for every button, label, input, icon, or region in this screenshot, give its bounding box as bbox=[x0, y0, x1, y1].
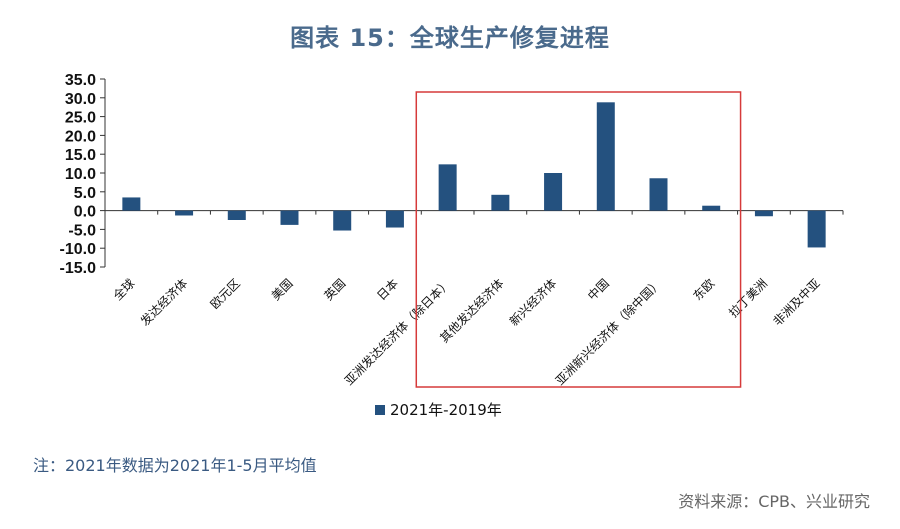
y-tick-label: 15.0 bbox=[65, 147, 96, 164]
bar bbox=[280, 210, 299, 225]
x-tick-label: 东欧 bbox=[690, 276, 717, 303]
bar bbox=[596, 102, 615, 211]
chart-title: 图表 15：全球生产修复进程 bbox=[290, 24, 610, 52]
x-tick-label: 英国 bbox=[321, 276, 348, 303]
y-tick-label: 25.0 bbox=[65, 110, 96, 127]
y-tick-label: 5.0 bbox=[74, 185, 96, 202]
legend: 2021年-2019年 bbox=[375, 401, 502, 419]
legend-label: 2021年-2019年 bbox=[390, 401, 502, 419]
y-tick-label: -10.0 bbox=[60, 241, 97, 258]
x-tick-label: 亚洲新兴经济体（除中国） bbox=[552, 276, 664, 388]
source-credit: 资料来源：CPB、兴业研究 bbox=[678, 492, 870, 511]
bar bbox=[649, 178, 668, 211]
highlight-rectangle bbox=[415, 91, 742, 388]
legend-swatch bbox=[375, 405, 385, 415]
x-tick-label: 发达经济体 bbox=[137, 276, 190, 329]
x-tick-label: 日本 bbox=[374, 276, 401, 303]
bar bbox=[122, 197, 141, 211]
y-tick-label: 20.0 bbox=[65, 128, 96, 145]
bar bbox=[544, 173, 563, 211]
footnote: 注：2021年数据为2021年1-5月平均值 bbox=[33, 456, 317, 475]
y-tick-label: 0.0 bbox=[74, 204, 96, 221]
y-tick-label: 35.0 bbox=[65, 72, 96, 89]
bar bbox=[175, 210, 194, 216]
bar bbox=[491, 194, 510, 211]
x-tick-label: 欧元区 bbox=[208, 276, 243, 311]
bar bbox=[227, 210, 246, 220]
y-tick-label: -15.0 bbox=[60, 260, 97, 277]
y-tick-label: 30.0 bbox=[65, 91, 96, 108]
bar bbox=[333, 210, 352, 231]
x-tick-label: 新兴经济体 bbox=[506, 276, 559, 329]
x-tick-label: 亚洲发达经济体（除日本） bbox=[341, 276, 453, 388]
bar bbox=[385, 210, 404, 228]
y-tick-label: 10.0 bbox=[65, 166, 96, 183]
y-tick-label: -5.0 bbox=[68, 222, 96, 239]
bar bbox=[438, 164, 457, 211]
x-tick-label: 全球 bbox=[110, 276, 138, 304]
bars bbox=[122, 102, 826, 248]
bar bbox=[807, 210, 826, 248]
x-tick-label: 美国 bbox=[269, 276, 296, 303]
highlight-box bbox=[415, 91, 742, 388]
bar bbox=[754, 210, 773, 217]
x-tick-label: 拉丁美洲 bbox=[725, 276, 770, 321]
x-tick-label: 非洲及中亚 bbox=[770, 276, 823, 329]
x-tick-label: 中国 bbox=[584, 276, 612, 304]
bar bbox=[702, 205, 721, 211]
